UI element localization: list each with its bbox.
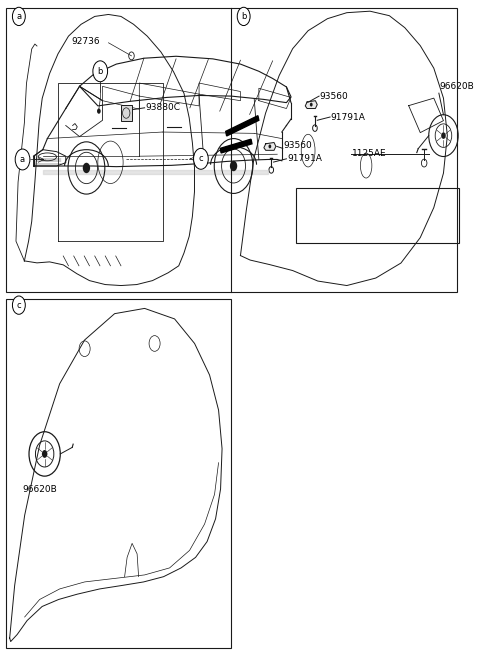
Circle shape [237,7,250,26]
Text: 92736: 92736 [72,37,100,46]
Text: 93880C: 93880C [145,103,180,112]
Bar [120,105,132,121]
Bar [6,298,231,648]
Text: 96620B: 96620B [440,82,475,91]
Text: 91791A: 91791A [331,113,365,121]
Circle shape [93,61,108,82]
Text: 91791A: 91791A [287,154,322,163]
Circle shape [310,102,312,106]
Text: 1125AD: 1125AD [314,202,350,211]
Text: c: c [199,154,203,163]
Circle shape [230,161,237,171]
Text: 1129AE: 1129AE [314,212,348,221]
Circle shape [83,163,90,173]
Circle shape [441,133,446,139]
Polygon shape [264,142,276,150]
Circle shape [193,148,208,169]
Bar [6,8,456,292]
Circle shape [15,149,30,170]
Text: 1125AE: 1125AE [352,150,386,158]
Circle shape [97,108,101,113]
Text: a: a [16,12,22,21]
Text: 93560: 93560 [320,92,348,100]
Text: 93560: 93560 [283,141,312,150]
Text: a: a [20,155,25,164]
Polygon shape [226,115,259,136]
Circle shape [12,296,25,314]
Text: b: b [97,67,103,76]
Circle shape [268,144,271,148]
Polygon shape [305,100,317,108]
Text: b: b [241,12,246,21]
Polygon shape [220,139,252,153]
Bar [296,188,459,243]
Text: 96620B: 96620B [23,485,58,495]
Circle shape [12,7,25,26]
Text: c: c [16,300,21,310]
Circle shape [42,450,48,458]
